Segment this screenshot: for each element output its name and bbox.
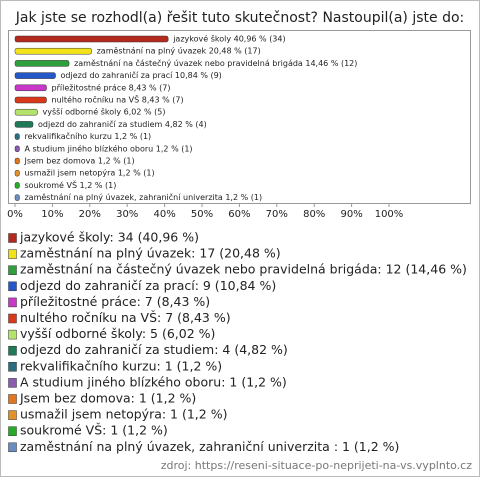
bar-label: zaměstnání na plný úvazek, zahraniční un… <box>24 192 262 202</box>
legend-label: rekvalifikačního kurzu: 1 (1,2 %) <box>20 358 222 373</box>
bar <box>14 96 47 104</box>
bar-label: zaměstnání na částečný úvazek nebo pravi… <box>74 58 357 68</box>
source: zdroj: https://reseni-situace-po-neprije… <box>161 459 472 472</box>
bar-label: vyšší odborné školy 6,02 % (5) <box>43 107 166 117</box>
x-tick-label: 80% <box>303 209 325 220</box>
bar <box>14 145 20 153</box>
legend-label: zaměstnání na plný úvazek: 17 (20,48 %) <box>20 246 281 261</box>
bar-label: A studium jiného blízkého oboru 1,2 % (1… <box>24 143 192 153</box>
bar <box>14 84 47 92</box>
legend-label: odjezd do zahraničí za prací: 9 (10,84 %… <box>20 278 276 293</box>
bar <box>14 47 92 55</box>
bar-label: odjezd do zahraničí za studiem 4,82 % (4… <box>38 119 207 129</box>
legend-swatch <box>8 313 17 324</box>
x-tick-label: 50% <box>191 209 213 220</box>
bar <box>14 108 38 116</box>
legend-label: vyšší odborné školy: 5 (6,02 %) <box>20 326 215 341</box>
legend-swatch <box>8 362 17 372</box>
bar-label: usmažil jsem netopýra 1,2 % (1) <box>24 169 154 178</box>
legend-swatch <box>8 233 17 243</box>
legend-swatch <box>8 265 17 275</box>
bar-label: Jsem bez domova 1,2 % (1) <box>23 157 134 166</box>
bar <box>14 194 20 201</box>
bar-label: zaměstnání na plný úvazek 20,48 % (17) <box>97 47 261 56</box>
x-tick-label: 0% <box>7 209 23 220</box>
bar-label: odjezd do zahraničí za prací 10,84 % (9) <box>61 70 222 80</box>
legend-swatch <box>8 249 17 259</box>
legend-label: zaměstnání na plný úvazek, zahraniční un… <box>20 439 399 454</box>
bar-label: příležitostné práce 8,43 % (7) <box>52 82 171 92</box>
legend-label: zaměstnání na částečný úvazek nebo pravi… <box>20 262 467 277</box>
legend-swatch <box>8 345 17 356</box>
legend-label: Jsem bez domova: 1 (1,2 %) <box>19 391 196 406</box>
legend-swatch <box>8 394 17 404</box>
legend-label: usmažil jsem netopýra: 1 (1,2 %) <box>20 407 227 422</box>
x-tick-label: 100% <box>375 209 404 220</box>
legend-swatch <box>8 329 17 340</box>
chart-title: Jak jste se rozhodl(a) řešit tuto skuteč… <box>15 10 465 26</box>
legend-swatch <box>8 426 17 436</box>
bar <box>14 169 20 177</box>
bar <box>14 60 70 67</box>
legend-label: jazykové školy: 34 (40,96 %) <box>19 230 199 245</box>
legend-label: soukromé VŠ: 1 (1,2 %) <box>20 423 168 438</box>
legend-swatch <box>8 281 17 292</box>
bar <box>14 72 56 79</box>
legend-label: A studium jiného blízkého oboru: 1 (1,2 … <box>20 374 287 389</box>
bar-label: soukromé VŠ 1,2 % (1) <box>24 179 116 190</box>
legend-swatch <box>8 442 17 453</box>
bar-label: nultého ročníku na VŠ 8,43 % (7) <box>52 94 184 105</box>
bar <box>14 157 20 165</box>
bar-label: jazykové školy 40,96 % (34) <box>172 34 285 44</box>
legend-label: odjezd do zahraničí za studiem: 4 (4,82 … <box>20 342 288 357</box>
x-tick-label: 60% <box>228 209 250 220</box>
plot-area <box>8 30 471 204</box>
bar <box>14 133 20 140</box>
x-tick-label: 30% <box>116 209 138 220</box>
legend-label: nultého ročníku na VŠ: 7 (8,43 %) <box>20 310 231 325</box>
x-tick-label: 20% <box>79 209 101 220</box>
legend-swatch <box>8 410 17 420</box>
x-tick-label: 90% <box>340 209 362 220</box>
bar <box>14 35 169 43</box>
bar-label: rekvalifikačního kurzu 1,2 % (1) <box>24 131 151 141</box>
legend-swatch <box>8 378 17 388</box>
legend-swatch <box>8 297 17 308</box>
bar <box>14 182 20 189</box>
legend-label: příležitostné práce: 7 (8,43 %) <box>20 294 210 309</box>
bar <box>14 121 34 128</box>
x-tick-label: 10% <box>41 209 63 220</box>
x-tick-label: 70% <box>266 209 288 220</box>
x-tick-label: 40% <box>153 209 175 220</box>
